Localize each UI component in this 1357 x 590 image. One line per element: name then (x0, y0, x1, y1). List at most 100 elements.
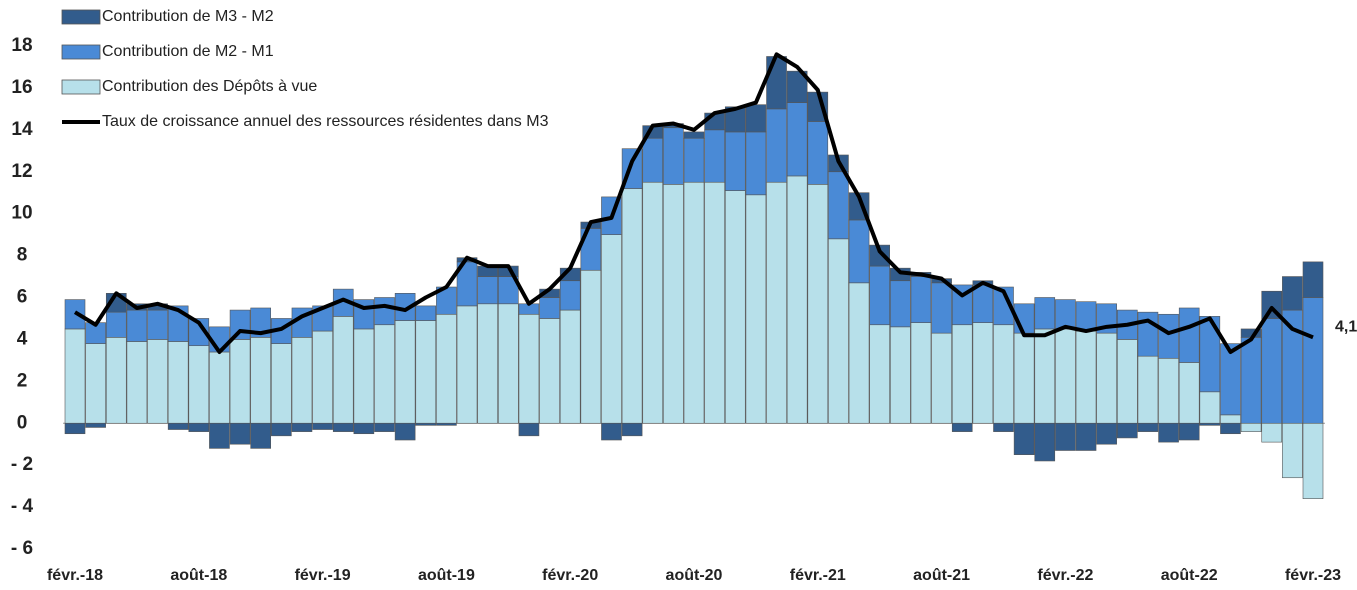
x-tick-label: août-22 (1161, 567, 1218, 584)
bar-segment (394, 422, 416, 441)
bar-segment (766, 181, 787, 424)
bar-segment (1117, 339, 1138, 424)
bar-segment (229, 309, 251, 340)
bar-segment (1199, 422, 1221, 426)
bar-segment (828, 171, 849, 240)
bar-segment (724, 190, 746, 424)
bar-segment (683, 137, 705, 183)
bar-segment (64, 328, 86, 424)
bar-segment (188, 318, 210, 347)
bar-segment (250, 307, 271, 338)
bar-segment (910, 276, 932, 323)
bar-segment (147, 339, 168, 424)
bar-segment (539, 318, 560, 424)
x-tick-label: août-19 (418, 567, 475, 584)
y-tick-label: 12 (11, 161, 32, 182)
bar-segment (271, 343, 292, 424)
bar-segment (1220, 414, 1241, 424)
x-tick-label: févr.-21 (790, 567, 846, 584)
bar-segment (1302, 297, 1324, 424)
bar-segment (456, 305, 478, 424)
bar-segment (1096, 332, 1117, 424)
bar-segment (1178, 422, 1200, 441)
bar-segment (229, 422, 251, 445)
bar-segment (250, 337, 271, 424)
bar-segment (1034, 328, 1056, 424)
bar-segment (1158, 357, 1179, 424)
bar-segment (147, 309, 168, 340)
bar-segment (1013, 422, 1035, 455)
bar-segment (931, 282, 952, 334)
bar-segment (477, 303, 498, 424)
bar-segment (436, 422, 457, 426)
y-tick-label: - 6 (11, 538, 33, 559)
bar-segment (642, 181, 664, 424)
bar-segment (704, 129, 725, 183)
bar-segment (745, 131, 767, 196)
bar-segment (415, 320, 437, 424)
y-tick-label: 6 (17, 287, 28, 308)
bar-segment (374, 297, 395, 326)
bar-segment (1220, 343, 1241, 416)
bar-segment (271, 422, 292, 437)
y-tick-label: 4 (17, 328, 28, 349)
bar-segment (1013, 332, 1035, 424)
bar-segment (167, 341, 189, 424)
bar-segment (993, 286, 1014, 326)
bar-segment (332, 316, 354, 424)
x-tick-label: févr.-18 (47, 567, 103, 584)
bar-segment (1282, 422, 1303, 479)
bar-segment (910, 322, 932, 424)
bar-segment (704, 181, 725, 424)
bar-segment (1302, 261, 1324, 298)
bar-segment (1240, 337, 1262, 424)
bar-segment (394, 320, 416, 424)
bar-segment (497, 303, 519, 424)
y-tick-label: - 4 (11, 496, 34, 517)
bar-segment (188, 422, 210, 432)
bar-segment (312, 330, 333, 424)
bar-segment (786, 70, 808, 103)
y-tick-label: 14 (11, 119, 33, 140)
legend-swatch (61, 9, 101, 25)
bar-segment (1075, 330, 1097, 424)
bar-segment (766, 56, 787, 110)
bar-segment (663, 184, 684, 424)
bar-segment (291, 337, 313, 424)
bar-segment (1199, 391, 1221, 424)
value-label: 4,1 (1335, 319, 1357, 336)
bar-segment (951, 422, 973, 432)
bar-segment (1178, 362, 1200, 424)
bar-segment (890, 326, 911, 424)
bar-segment (1302, 422, 1324, 499)
bar-segment (126, 309, 148, 342)
bar-segment (518, 313, 540, 424)
y-tick-label: 18 (11, 35, 32, 56)
y-tick-label: - 2 (11, 454, 33, 475)
bar-segment (126, 341, 148, 424)
bar-segment (1158, 422, 1179, 443)
y-tick-label: 10 (11, 203, 32, 224)
bar-segment (1137, 422, 1159, 432)
bar-segment (1220, 422, 1241, 435)
legend-label: Contribution de M3 - M2 (102, 8, 274, 25)
y-tick-label: 0 (17, 412, 28, 433)
bar-segment (848, 219, 870, 284)
bar-segment (766, 108, 787, 183)
bar-segment (1055, 328, 1076, 424)
bar-segment (85, 422, 106, 428)
bar-segment (1034, 422, 1056, 462)
bar-segment (601, 422, 622, 441)
bar-segment (786, 175, 808, 424)
bar-segment (415, 305, 437, 321)
bar-segment (1282, 276, 1303, 311)
bar-segment (683, 181, 705, 424)
bar-segment (477, 276, 498, 305)
bar-segment (105, 337, 127, 424)
bar-segment (601, 234, 622, 424)
bar-segment (993, 422, 1014, 432)
bar-segment (436, 313, 457, 424)
x-tick-label: févr.-20 (542, 567, 598, 584)
y-tick-label: 2 (17, 370, 28, 391)
bar-segment (518, 422, 540, 437)
